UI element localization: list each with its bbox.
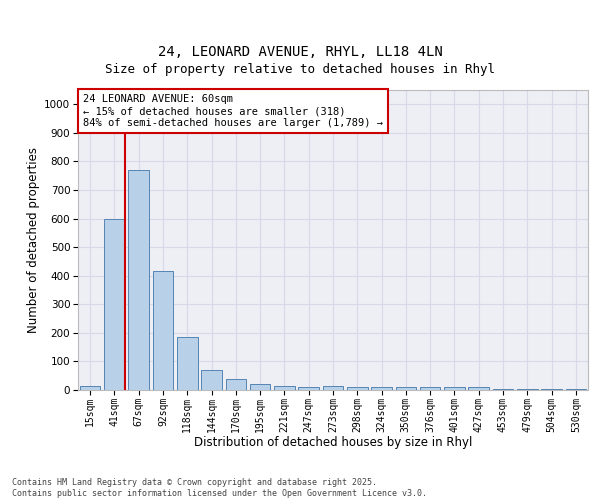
Bar: [420, 387, 440, 390]
Bar: [152, 272, 173, 390]
Bar: [298, 387, 319, 390]
Bar: [323, 386, 343, 390]
Bar: [226, 378, 246, 390]
Bar: [371, 387, 392, 390]
Y-axis label: Number of detached properties: Number of detached properties: [27, 147, 40, 333]
Text: Contains HM Land Registry data © Crown copyright and database right 2025.
Contai: Contains HM Land Registry data © Crown c…: [12, 478, 427, 498]
Bar: [566, 388, 586, 390]
Bar: [201, 370, 222, 390]
Bar: [104, 218, 125, 390]
Text: 24, LEONARD AVENUE, RHYL, LL18 4LN: 24, LEONARD AVENUE, RHYL, LL18 4LN: [158, 46, 442, 60]
Text: Size of property relative to detached houses in Rhyl: Size of property relative to detached ho…: [105, 64, 495, 76]
Bar: [541, 388, 562, 390]
Text: 24 LEONARD AVENUE: 60sqm
← 15% of detached houses are smaller (318)
84% of semi-: 24 LEONARD AVENUE: 60sqm ← 15% of detach…: [83, 94, 383, 128]
Bar: [517, 388, 538, 390]
Bar: [250, 384, 271, 390]
Bar: [80, 386, 100, 390]
Bar: [274, 386, 295, 390]
Bar: [493, 388, 514, 390]
Bar: [128, 170, 149, 390]
Bar: [347, 387, 368, 390]
Bar: [444, 387, 465, 390]
Bar: [469, 387, 489, 390]
Bar: [177, 337, 197, 390]
Bar: [395, 387, 416, 390]
X-axis label: Distribution of detached houses by size in Rhyl: Distribution of detached houses by size …: [194, 436, 472, 448]
